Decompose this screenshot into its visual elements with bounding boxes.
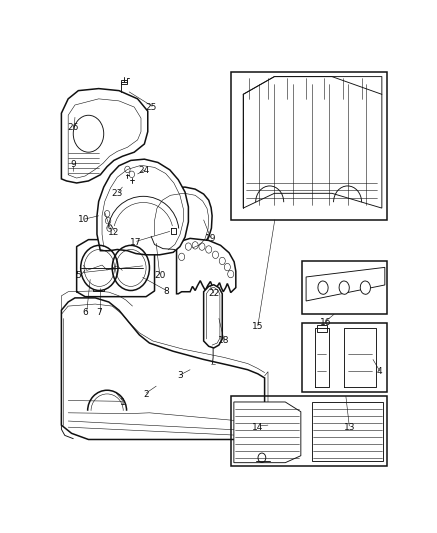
Text: 18: 18 — [218, 336, 230, 345]
Text: 1: 1 — [119, 398, 125, 407]
Polygon shape — [97, 159, 188, 255]
Text: 8: 8 — [163, 287, 169, 296]
Polygon shape — [61, 88, 148, 183]
Text: 26: 26 — [68, 123, 79, 132]
Text: 10: 10 — [78, 215, 89, 224]
Text: 20: 20 — [154, 271, 165, 280]
Text: 15: 15 — [252, 322, 264, 331]
Text: 7: 7 — [96, 308, 101, 317]
Text: 2: 2 — [143, 390, 149, 399]
Text: 16: 16 — [320, 318, 331, 327]
Text: 6: 6 — [82, 308, 88, 317]
Polygon shape — [151, 187, 212, 249]
Text: 22: 22 — [208, 289, 219, 298]
Text: 4: 4 — [377, 367, 382, 376]
Text: 19: 19 — [205, 234, 216, 243]
Text: 25: 25 — [146, 102, 157, 111]
Polygon shape — [234, 402, 301, 463]
Polygon shape — [306, 268, 385, 301]
Text: 3: 3 — [177, 372, 183, 381]
Text: 13: 13 — [343, 423, 355, 432]
Text: 24: 24 — [139, 166, 150, 175]
Ellipse shape — [360, 281, 371, 294]
Text: 14: 14 — [252, 423, 264, 432]
Polygon shape — [177, 238, 236, 294]
Polygon shape — [243, 77, 382, 208]
Ellipse shape — [339, 281, 349, 294]
Ellipse shape — [318, 281, 328, 294]
Text: 17: 17 — [130, 238, 142, 247]
Text: 23: 23 — [111, 189, 123, 198]
Text: 9: 9 — [70, 160, 76, 169]
Polygon shape — [61, 298, 265, 440]
Text: 12: 12 — [108, 228, 120, 237]
Text: 5: 5 — [76, 271, 81, 280]
Polygon shape — [204, 285, 222, 348]
Polygon shape — [312, 402, 383, 461]
